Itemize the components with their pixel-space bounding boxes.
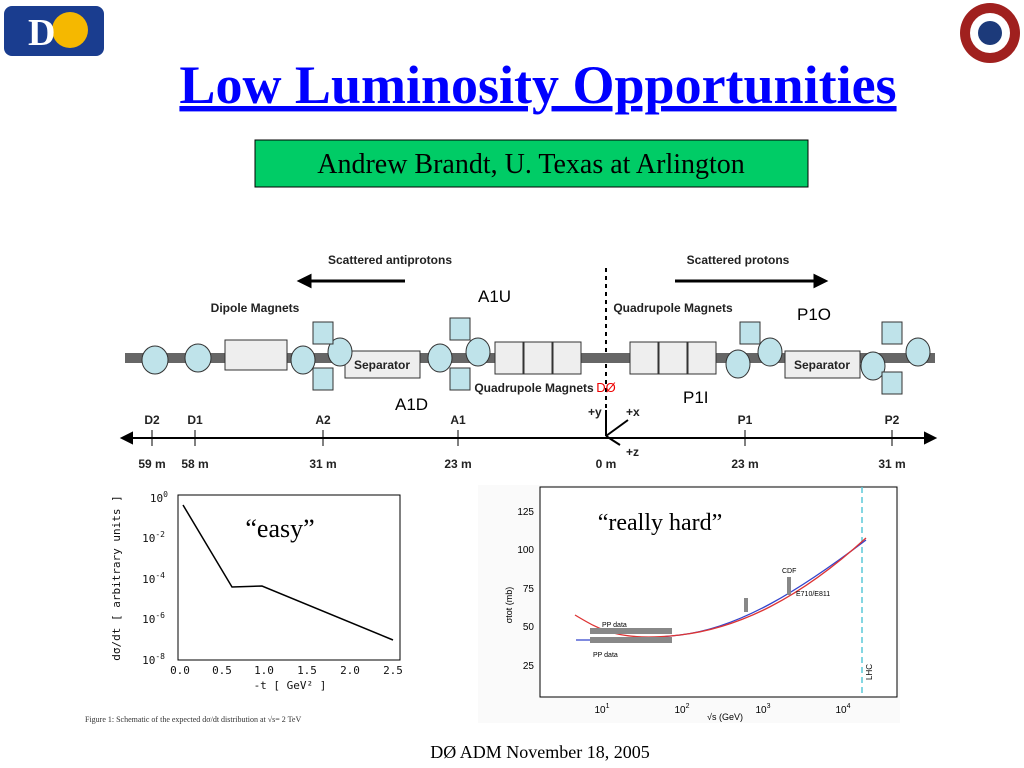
x-tick-label: 102 — [674, 703, 689, 716]
station: A2 — [315, 413, 331, 427]
detector-label: P1O — [797, 305, 831, 324]
left-plot: “easy” 100 10-2 10-4 10-6 10-8 0.0 0.5 1… — [85, 490, 403, 724]
distance: 31 m — [878, 457, 905, 471]
station: D2 — [144, 413, 160, 427]
y-tick-label: 100 — [517, 545, 534, 556]
station: A1 — [450, 413, 466, 427]
x-tick-label: 0.0 — [170, 664, 190, 677]
plot-label: E710/E811 — [796, 591, 830, 598]
x-tick-label: 1.0 — [254, 664, 274, 677]
y-axis-label: σtot (mb) — [504, 587, 514, 624]
plot-label: PP data — [602, 622, 627, 629]
x-tick-label: 1.5 — [297, 664, 317, 677]
plot-label: CDF — [782, 568, 796, 575]
detector-label: DØ — [596, 380, 616, 395]
distance: 23 m — [731, 457, 758, 471]
right-plot: “really hard” 125 100 75 50 25 101 102 1… — [478, 485, 900, 723]
distance: 58 m — [181, 457, 208, 471]
x-tick-label: 103 — [755, 703, 770, 716]
axis-label: +y — [588, 405, 602, 419]
distance: 59 m — [138, 457, 165, 471]
component-label: Quadrupole Magnets — [613, 301, 733, 315]
distance: 23 m — [444, 457, 471, 471]
plot-label: LHC — [865, 664, 874, 680]
x-tick-label: 0.5 — [212, 664, 232, 677]
author: Andrew Brandt, U. Texas at Arlington — [317, 149, 745, 180]
station: P2 — [885, 413, 900, 427]
author-box — [254, 139, 809, 188]
y-tick-label: 10-2 — [142, 530, 165, 545]
annotation: “easy” — [245, 514, 314, 543]
detector-label: P1I — [683, 388, 709, 407]
arrow-label: Scattered antiprotons — [328, 253, 452, 267]
title: Low Luminosity Opportunities — [179, 55, 896, 115]
component-label: Separator — [354, 358, 410, 372]
x-tick-label: 2.5 — [383, 664, 403, 677]
arrow-label: Scattered protons — [687, 253, 790, 267]
axis-label: +x — [626, 405, 640, 419]
y-tick-label: 10-8 — [142, 652, 165, 667]
station: D1 — [187, 413, 203, 427]
y-tick-label: 50 — [523, 622, 535, 633]
component-label: Dipole Magnets — [211, 301, 300, 315]
footer: DØ ADM November 18, 2005 — [430, 742, 649, 762]
distance: 31 m — [309, 457, 336, 471]
component-label: Quadrupole Magnets — [474, 381, 594, 395]
svg-text:D: D — [28, 12, 55, 54]
annotation: “really hard” — [598, 510, 723, 536]
x-tick-label: 2.0 — [340, 664, 360, 677]
y-tick-label: 100 — [150, 490, 168, 505]
y-tick-label: 10-6 — [142, 611, 165, 626]
y-axis-label: dσ/dt [ arbitrary units ] — [110, 495, 123, 661]
station: P1 — [738, 413, 753, 427]
component-label: Separator — [794, 358, 850, 372]
y-tick-label: 125 — [517, 507, 534, 518]
x-tick-label: 101 — [594, 703, 609, 716]
do-logo: D — [4, 6, 104, 56]
axis-label: +z — [626, 445, 639, 459]
y-tick-label: 75 — [523, 584, 535, 595]
y-tick-label: 10-4 — [142, 571, 165, 586]
x-tick-label: 104 — [835, 703, 850, 716]
x-axis-label: √s (GeV) — [707, 712, 743, 722]
distance: 0 m — [596, 457, 617, 471]
caption: Figure 1: Schematic of the expected dσ/d… — [85, 715, 301, 724]
plot-label: PP data — [593, 652, 618, 659]
y-tick-label: 25 — [523, 661, 535, 672]
detector-label: A1D — [395, 395, 428, 414]
beamline-diagram: Scattered antiprotons Scattered protons … — [119, 253, 938, 471]
x-axis-label: -t [ GeV² ] — [254, 679, 327, 692]
uta-seal — [960, 3, 1020, 63]
detector-label: A1U — [478, 287, 511, 306]
